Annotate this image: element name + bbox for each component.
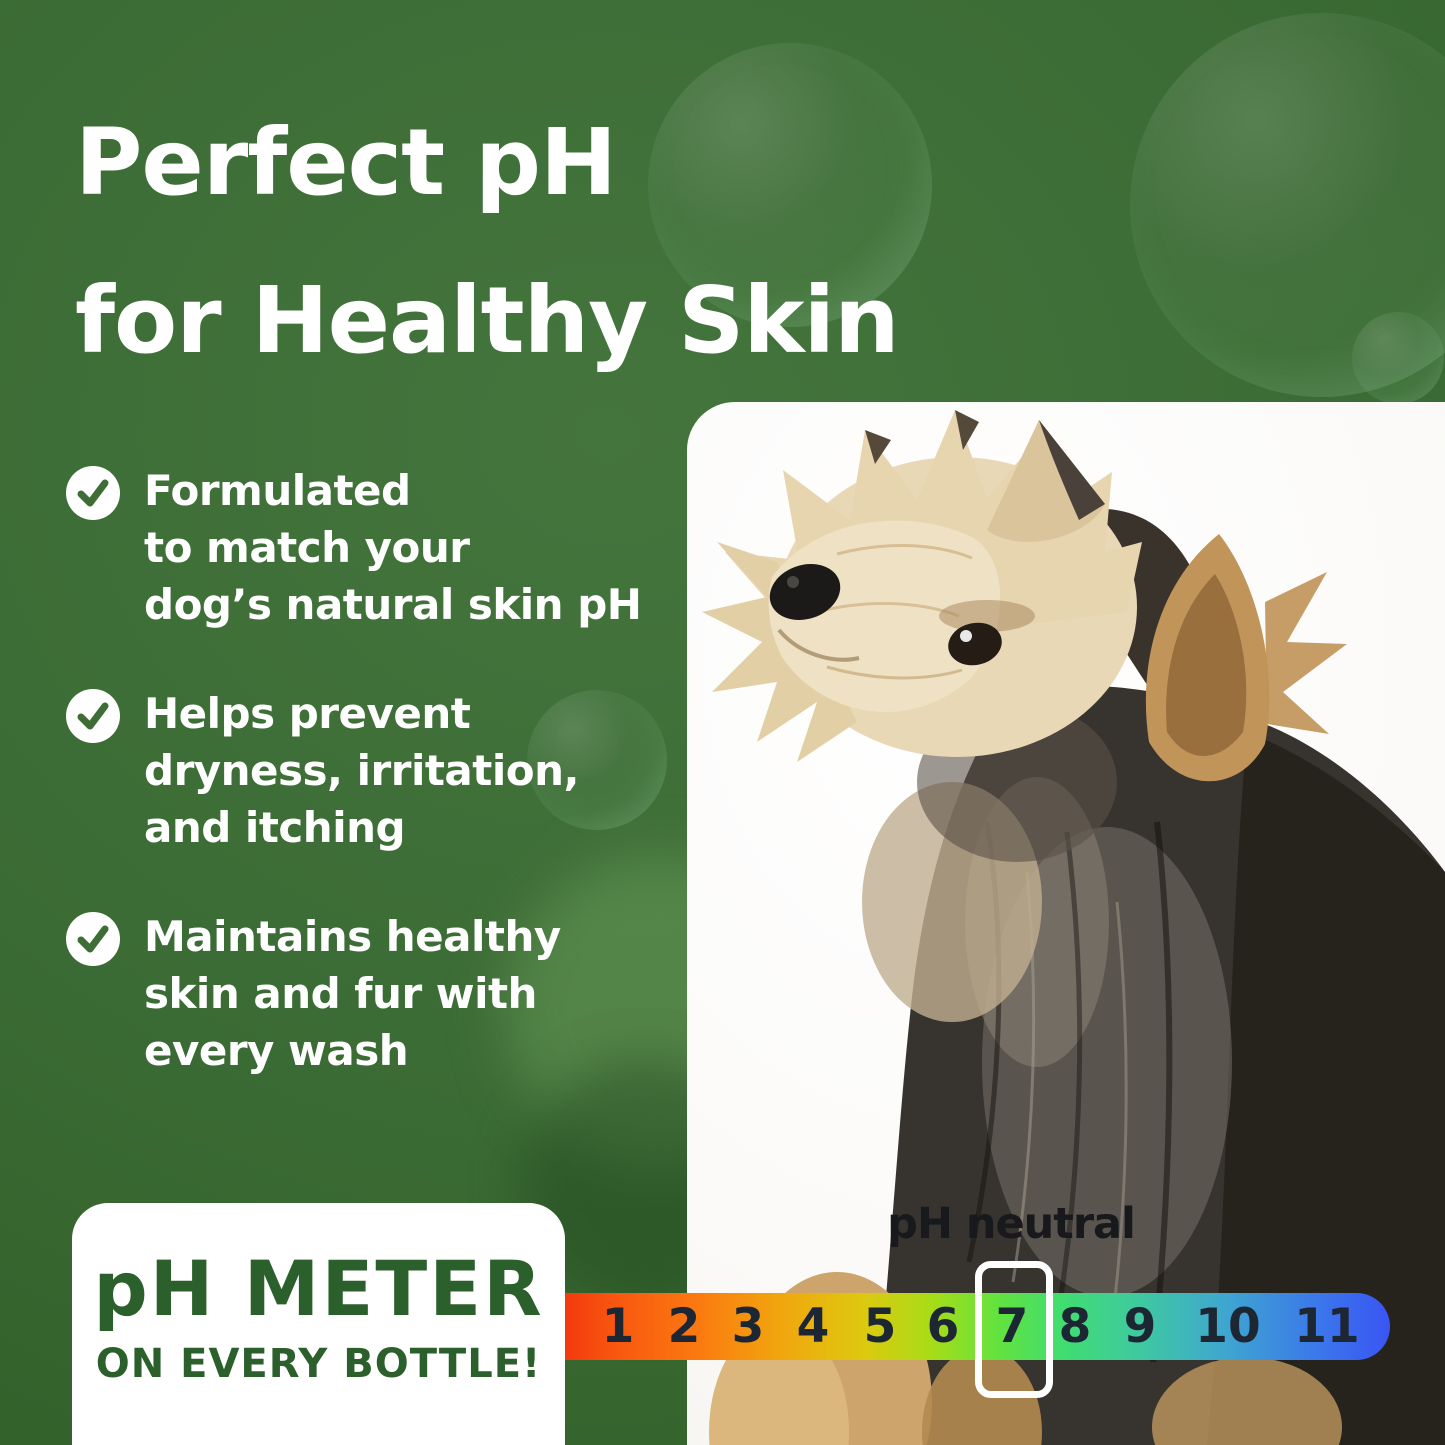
benefit-text: Helps prevent dryness, irritation, and i…	[144, 685, 579, 856]
benefit-text: Maintains healthy skin and fur with ever…	[144, 908, 561, 1079]
page-title: Perfect pH for Healthy Skin	[75, 84, 900, 400]
check-circle-icon	[66, 689, 120, 743]
ph-scale-value-2: 2	[667, 1299, 701, 1354]
ph-scale-value-5: 5	[863, 1299, 897, 1354]
benefit-line: every wash	[144, 1026, 409, 1075]
ph-scale-value-1: 1	[601, 1299, 635, 1354]
ph-meter-card-subtitle: ON EVERY BOTTLE!	[95, 1341, 542, 1387]
bubble-decoration-small	[1352, 312, 1444, 404]
benefit-line: skin and fur with	[144, 969, 537, 1018]
benefit-item-prevent-dryness: Helps prevent dryness, irritation, and i…	[66, 685, 641, 856]
benefit-item-ph-match: Formulated to match your dog’s natural s…	[66, 462, 642, 633]
ph-neutral-highlight-box	[975, 1261, 1053, 1398]
benefits-list: Formulated to match your dog’s natural s…	[66, 462, 642, 1131]
ph-meter-card: pH METER ON EVERY BOTTLE!	[72, 1203, 565, 1445]
benefit-item-healthy-skin: Maintains healthy skin and fur with ever…	[66, 908, 641, 1079]
benefit-line: and itching	[144, 803, 406, 852]
bubble-decoration-mid	[527, 690, 667, 830]
ph-scale-value-6: 6	[926, 1299, 960, 1354]
benefit-line: to match your	[144, 523, 470, 572]
ph-scale-value-8: 8	[1058, 1299, 1092, 1354]
bubble-decoration-behind-title	[648, 43, 932, 327]
benefit-line: dog’s natural skin pH	[144, 580, 642, 629]
title-line-2: for Healthy Skin	[75, 267, 900, 374]
benefit-line: Maintains healthy	[144, 912, 561, 961]
ph-scale-value-10: 10	[1195, 1299, 1261, 1354]
benefit-line: dryness, irritation,	[144, 746, 579, 795]
dog-ears	[987, 420, 1347, 782]
ph-scale-value-3: 3	[731, 1299, 765, 1354]
ph-meter-card-title: pH METER	[93, 1244, 544, 1333]
check-circle-icon	[66, 466, 120, 520]
ph-scale-bar	[555, 1293, 1390, 1360]
dog-photo-illustration	[702, 410, 1445, 1445]
benefit-line: Formulated	[144, 466, 411, 515]
benefit-text: Formulated to match your dog’s natural s…	[144, 462, 642, 633]
ph-scale-value-9: 9	[1123, 1299, 1157, 1354]
dog-mouth	[777, 628, 860, 662]
ph-neutral-label: pH neutral	[887, 1199, 1136, 1249]
dog-brow-shading	[939, 600, 1035, 632]
check-circle-icon	[66, 912, 120, 966]
dog-muzzle-fringe	[702, 542, 857, 762]
ph-scale-value-4: 4	[796, 1299, 830, 1354]
bubble-decoration-large	[1130, 13, 1445, 397]
title-line-1: Perfect pH	[75, 109, 617, 216]
dog-photo-panel	[687, 402, 1445, 1445]
ph-scale-value-11: 11	[1294, 1299, 1360, 1354]
dog-nose	[769, 564, 841, 620]
ph-scale-value-7: 7	[995, 1299, 1029, 1354]
benefit-line: Helps prevent	[144, 689, 471, 738]
